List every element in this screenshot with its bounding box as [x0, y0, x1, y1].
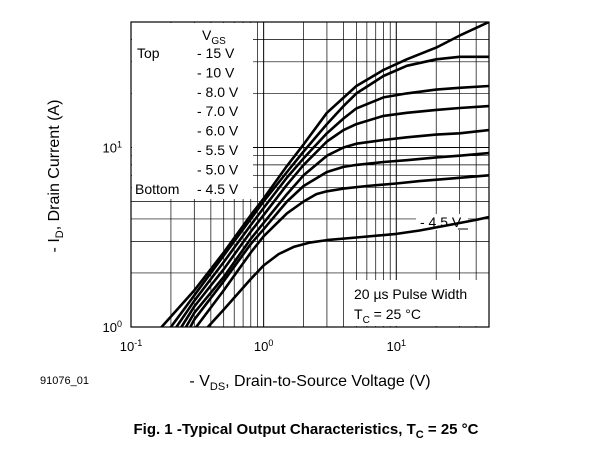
- curve-5: [184, 128, 489, 327]
- legend-entry: - 6.0 V: [197, 123, 239, 139]
- curve-label-panel: [416, 214, 468, 230]
- temperature-note: TC = 25 °C: [354, 306, 421, 326]
- legend-entry: - 7.0 V: [197, 103, 239, 119]
- curve-1: [160, 22, 489, 327]
- y-tick-label: 101: [103, 139, 122, 155]
- curve-8: [206, 215, 489, 327]
- y-tick-label: 100: [103, 319, 122, 335]
- legend-bottom-word: Bottom: [135, 181, 179, 197]
- legend-entry: - 10 V: [197, 64, 235, 80]
- pulse-width-note: 20 µs Pulse Width: [354, 286, 467, 302]
- x-tick-label: 10-1: [120, 338, 142, 354]
- legend-panel: [132, 23, 253, 199]
- curve-label: - 4.5 V: [420, 214, 462, 230]
- x-tick-label: 100: [254, 338, 273, 354]
- legend-header: VGS: [202, 27, 226, 47]
- legend-entry: - 4.5 V: [197, 181, 239, 197]
- legend-entry: - 15 V: [197, 45, 235, 61]
- legend-entry: - 5.0 V: [197, 161, 239, 177]
- curve-2: [169, 55, 489, 327]
- curve-6: [189, 151, 489, 327]
- x-tick-labels: 10-1 100 101: [120, 338, 406, 354]
- x-tick-label: 101: [387, 338, 406, 354]
- legend-entry: - 8.0 V: [197, 84, 239, 100]
- y-tick-labels: 100 101: [103, 139, 122, 335]
- curve-3: [175, 84, 489, 327]
- legend-entries: - 15 V - 10 V - 8.0 V - 7.0 V - 6.0 V - 5.5 V…: [197, 45, 239, 197]
- curve-7: [194, 174, 489, 327]
- figure-caption: Fig. 1 -Typical Output Characteristics, …: [133, 421, 479, 441]
- curve-4: [180, 104, 489, 327]
- legend-entry: - 5.5 V: [197, 142, 239, 158]
- document-number: 91076_01: [40, 375, 89, 387]
- plot-frame: [130, 21, 490, 328]
- note-panel: [347, 280, 488, 326]
- x-axis-label: - VDS, Drain-to-Source Voltage (V): [189, 373, 430, 393]
- legend-top-word: Top: [137, 45, 160, 61]
- curves: [160, 22, 489, 327]
- y-axis-label: - ID, Drain Current (A): [46, 100, 66, 253]
